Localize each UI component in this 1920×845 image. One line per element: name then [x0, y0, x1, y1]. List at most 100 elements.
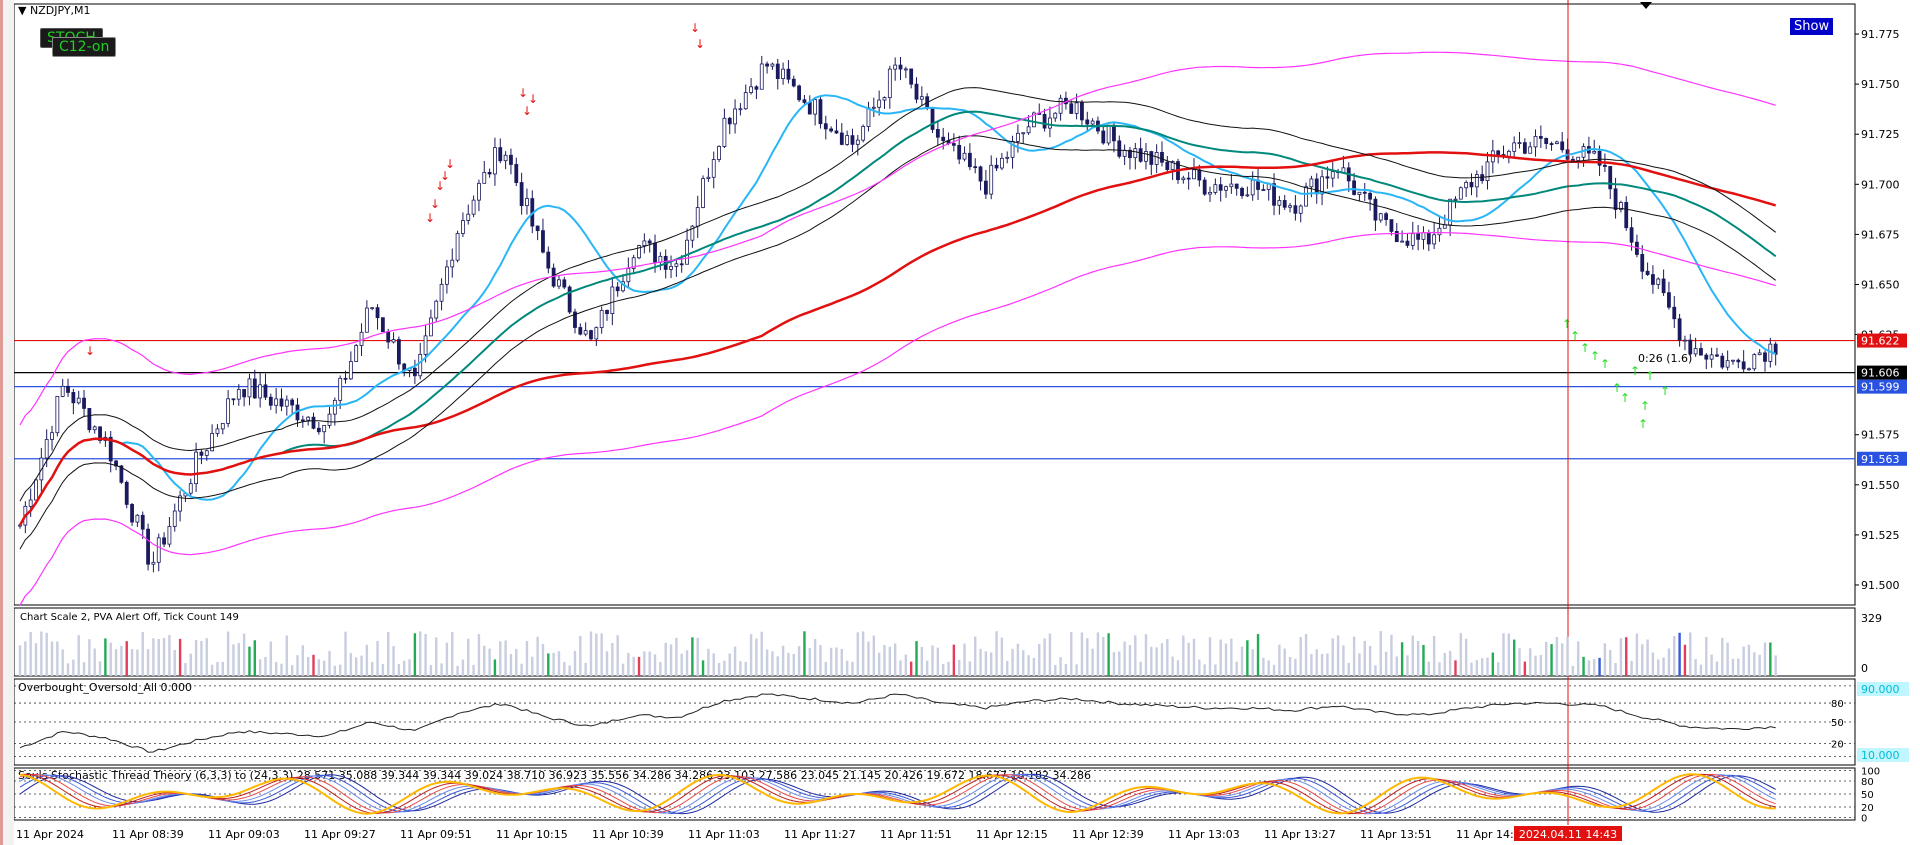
volume-bar: [1571, 665, 1575, 676]
candle-body: [610, 286, 615, 315]
sell-arrow: ↓: [528, 92, 538, 106]
volume-max-label: 329: [1861, 612, 1882, 625]
volume-bar: [194, 639, 198, 676]
candle-body: [263, 384, 268, 398]
candle-body: [973, 166, 978, 169]
volume-bar: [1144, 634, 1148, 676]
volume-bar: [306, 656, 310, 676]
candle-body: [1309, 178, 1314, 188]
candle-body: [1453, 198, 1458, 201]
candle-body: [1624, 202, 1629, 229]
candle-body: [642, 240, 647, 246]
candle-body: [845, 135, 850, 145]
volume-bar: [387, 632, 390, 676]
candle-body: [631, 257, 636, 269]
volume-bar: [242, 633, 246, 676]
volume-bar: [792, 653, 795, 676]
volume-bar: [1235, 661, 1238, 676]
show-button[interactable]: Show: [1790, 18, 1834, 35]
volume-bar: [1006, 660, 1009, 676]
volume-bar: [232, 644, 235, 676]
candle-body: [669, 265, 673, 270]
candle-body: [284, 399, 289, 407]
candle-body: [1330, 171, 1335, 179]
volume-bar: [824, 661, 827, 676]
volume-bar: [1272, 664, 1276, 676]
candle-body: [316, 427, 321, 433]
candle-body: [1741, 361, 1746, 370]
candle-body: [866, 107, 871, 127]
candle-body: [279, 398, 284, 407]
candle-body: [338, 377, 343, 401]
candle-body: [1192, 169, 1196, 180]
volume-bar: [776, 656, 779, 676]
volume-bar: [205, 638, 208, 676]
sell-arrow: ↓: [690, 21, 700, 35]
volume-bar: [424, 633, 427, 676]
volume-bar: [1155, 647, 1158, 676]
candle-body: [1325, 176, 1330, 179]
candle-body: [941, 136, 946, 142]
volume-bar: [1267, 660, 1270, 676]
candle-body: [119, 465, 124, 483]
candle-body: [1373, 198, 1378, 221]
candle-body: [1250, 179, 1255, 196]
volume-bar: [200, 640, 203, 676]
volume-bar: [210, 664, 214, 676]
volume-bar: [1310, 654, 1313, 676]
volume-bar: [1112, 652, 1116, 676]
time-axis-label: 11 Apr 11:51: [880, 828, 952, 841]
volume-bar: [301, 645, 305, 676]
candle-body: [594, 327, 599, 340]
volume-bar: [472, 664, 475, 676]
volume-bar: [1625, 637, 1628, 676]
volume-bar: [1587, 660, 1591, 676]
candle-body: [252, 378, 257, 399]
candle-body: [813, 99, 818, 115]
volume-bar: [648, 651, 651, 676]
dropdown-triangle-icon[interactable]: ▼: [18, 4, 27, 17]
candle-body: [300, 419, 305, 422]
volume-panel-title: Chart Scale 2, PVA Alert Off, Tick Count…: [20, 612, 239, 623]
time-axis-label: 11 Apr 13:51: [1360, 828, 1432, 841]
candle-body: [1106, 124, 1111, 144]
buy-arrow: ↑: [1590, 349, 1600, 363]
candle-body: [781, 68, 785, 79]
candle-body: [274, 398, 279, 406]
ma-mid-line: [19, 110, 1777, 526]
volume-bar: [1384, 651, 1388, 676]
volume-bar: [1187, 642, 1190, 676]
c12-indicator-tag[interactable]: C12-on: [52, 37, 117, 57]
candle-body: [1154, 151, 1159, 165]
volume-bar: [317, 659, 321, 676]
candle-body: [268, 396, 273, 406]
volume-bar: [1203, 664, 1206, 676]
volume-bar: [408, 659, 411, 676]
volume-bar: [701, 660, 705, 676]
volume-bar: [723, 660, 726, 676]
candle-body: [146, 528, 150, 565]
volume-bar: [1432, 636, 1436, 676]
candle-timer-label: 0:26 (1.6): [1638, 352, 1692, 365]
candle-body: [850, 135, 855, 145]
candle-body: [375, 307, 380, 319]
sell-arrow: ↓: [445, 157, 455, 171]
volume-bar: [1379, 631, 1382, 676]
candle-body: [135, 514, 140, 523]
candle-body: [1757, 352, 1762, 356]
volume-bar: [1075, 664, 1078, 676]
candle-body: [887, 68, 892, 98]
candle-body: [1469, 182, 1474, 188]
candle-body: [1619, 202, 1623, 210]
volume-bar: [803, 631, 806, 676]
candle-body: [1773, 343, 1778, 355]
buy-arrow: ↑: [1612, 381, 1622, 395]
candle-body: [498, 147, 503, 162]
volume-bar: [1027, 655, 1030, 676]
candle-body: [1261, 189, 1266, 191]
candle-body: [738, 108, 743, 111]
candle-body: [1032, 112, 1036, 128]
volume-bar: [1555, 636, 1559, 676]
